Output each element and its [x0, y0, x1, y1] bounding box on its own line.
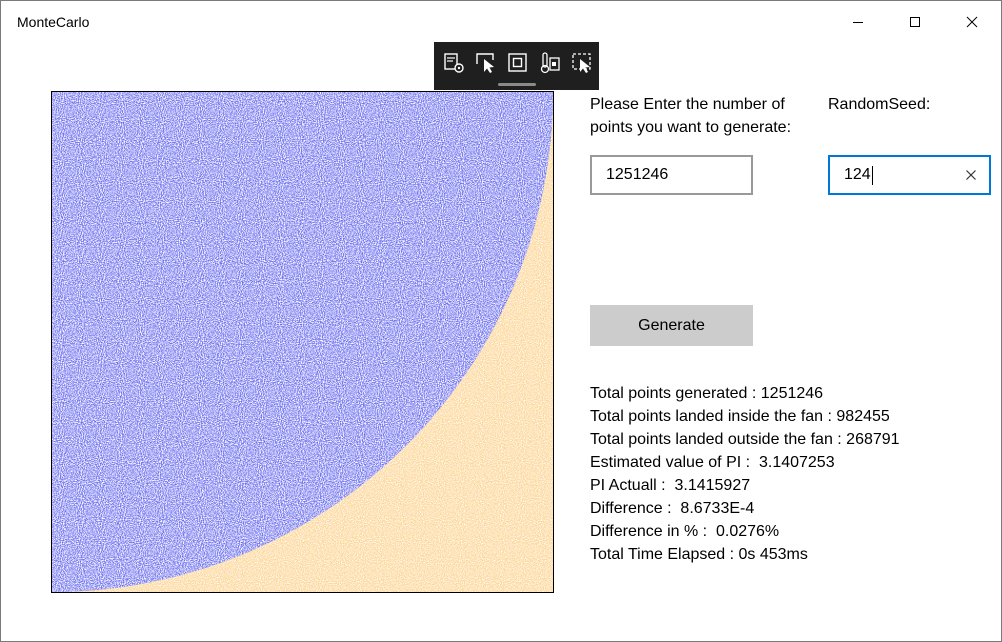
pi-actual-text: PI Actuall : 3.1415927	[590, 477, 751, 494]
select-element-button[interactable]	[473, 50, 499, 76]
title-bar[interactable]: MonteCarlo	[1, 1, 1001, 43]
inside-fan-grain	[52, 92, 553, 592]
maximize-button[interactable]	[892, 1, 938, 43]
random-seed-field[interactable]	[828, 155, 991, 195]
results-panel: Total points generated : 1251246 Total p…	[590, 382, 900, 566]
inside-fan-text: Total points landed inside the fan : 982…	[590, 408, 890, 425]
minimize-button[interactable]	[835, 1, 881, 43]
outside-fan-text: Total points landed outside the fan : 26…	[590, 431, 900, 448]
random-seed-label: RandomSeed:	[828, 96, 931, 113]
track-focus-icon	[540, 52, 560, 74]
select-element-icon	[476, 53, 494, 73]
window-title: MonteCarlo	[17, 14, 90, 30]
maximize-icon	[910, 17, 920, 27]
select-preview-icon	[572, 53, 591, 73]
fan-plot	[52, 92, 553, 592]
minimize-icon	[853, 22, 863, 23]
in-app-dev-toolbar	[434, 42, 599, 90]
points-input[interactable]	[590, 155, 753, 195]
estimated-pi-text: Estimated value of PI : 3.1407253	[590, 454, 835, 471]
clear-seed-button[interactable]	[960, 164, 982, 186]
select-preview-button[interactable]	[569, 50, 595, 76]
track-focus-button[interactable]	[537, 50, 563, 76]
time-elapsed-text: Total Time Elapsed : 0s 453ms	[590, 546, 808, 563]
random-seed-input[interactable]	[830, 157, 964, 193]
toolbar-collapse-handle[interactable]	[498, 83, 536, 86]
points-label: Please Enter the number of points you wa…	[590, 96, 792, 136]
display-layout-adorners-button[interactable]	[505, 50, 531, 76]
live-visual-tree-icon	[444, 53, 464, 73]
live-visual-tree-button[interactable]	[441, 50, 467, 76]
display-layout-adorners-icon	[508, 53, 527, 72]
total-points-text: Total points generated : 1251246	[590, 385, 824, 402]
monte-carlo-canvas	[51, 91, 554, 593]
difference-text: Difference : 8.6733E-4	[590, 500, 755, 517]
text-caret	[872, 166, 873, 185]
difference-percent-text: Difference in % : 0.0276%	[590, 523, 780, 540]
generate-button[interactable]: Generate	[590, 305, 753, 346]
clear-icon	[966, 170, 976, 180]
close-icon	[966, 16, 978, 28]
close-button[interactable]	[949, 1, 995, 43]
